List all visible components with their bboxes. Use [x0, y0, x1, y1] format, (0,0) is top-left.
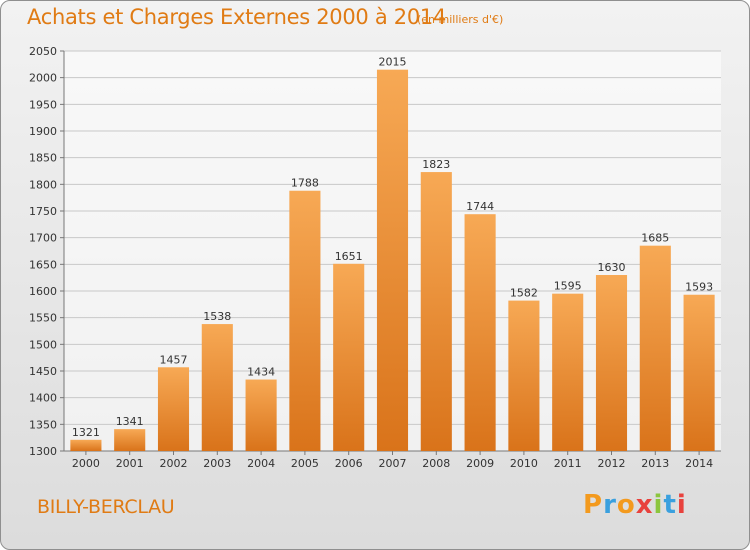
bar-2012 — [595, 275, 628, 451]
value-label-2003: 1538 — [203, 310, 231, 323]
bar-2003 — [201, 324, 233, 451]
y-tick-label: 1600 — [29, 285, 57, 298]
bar-2004 — [245, 379, 277, 451]
x-tick-label-2010: 2010 — [510, 457, 538, 470]
y-tick-label: 1550 — [29, 312, 57, 325]
value-label-2001: 1341 — [116, 415, 144, 428]
value-label-2012: 1630 — [598, 261, 626, 274]
x-tick-label-2006: 2006 — [335, 457, 363, 470]
y-tick-label: 1900 — [29, 125, 57, 138]
value-label-2006: 1651 — [335, 250, 363, 263]
chart-title: Achats et Charges Externes 2000 à 2014 — [27, 5, 447, 29]
value-label-2013: 1685 — [641, 232, 669, 245]
y-tick-label: 1650 — [29, 258, 57, 271]
y-tick-label: 1750 — [29, 205, 57, 218]
bar-2008 — [420, 172, 452, 452]
x-tick-label-2007: 2007 — [379, 457, 407, 470]
y-tick-label: 1700 — [29, 232, 57, 245]
x-tick-label-2001: 2001 — [116, 457, 144, 470]
value-label-2000: 1321 — [72, 426, 100, 439]
value-label-2014: 1593 — [685, 281, 713, 294]
x-tick-label-2000: 2000 — [72, 457, 100, 470]
x-tick-label-2014: 2014 — [685, 457, 713, 470]
x-tick-label-2011: 2011 — [554, 457, 582, 470]
y-tick-label: 1400 — [29, 392, 57, 405]
value-label-2002: 1457 — [160, 353, 188, 366]
bar-2010 — [508, 300, 540, 451]
y-tick-label: 1300 — [29, 445, 57, 458]
y-tick-label: 1950 — [29, 98, 57, 111]
y-tick-label: 1450 — [29, 365, 57, 378]
bar-2013 — [639, 245, 671, 451]
y-tick-label: 2000 — [29, 72, 57, 85]
labels: 2000 1321 2001 1341 2002 1457 2003 1538 2004 1434… — [72, 56, 713, 470]
bar-2007 — [376, 69, 409, 452]
value-label-2004: 1434 — [247, 366, 275, 379]
commune-name: BILLY-BERCLAU — [37, 496, 175, 518]
y-tick-label: 2050 — [29, 45, 57, 58]
x-tick-label-2008: 2008 — [422, 457, 450, 470]
x-tick-label-2012: 2012 — [598, 457, 626, 470]
value-label-2005: 1788 — [291, 177, 319, 190]
value-label-2010: 1582 — [510, 287, 538, 300]
x-tick-label-2013: 2013 — [641, 457, 669, 470]
y-tick-label: 1350 — [29, 418, 57, 431]
x-tick-label-2005: 2005 — [291, 457, 319, 470]
bar-2005 — [289, 190, 321, 451]
y-tick-label: 1500 — [29, 338, 57, 351]
x-tick-label-2009: 2009 — [466, 457, 494, 470]
bar-2011 — [552, 293, 584, 451]
bars — [70, 69, 715, 452]
value-label-2009: 1744 — [466, 200, 494, 213]
x-tick-label-2002: 2002 — [160, 457, 188, 470]
x-tick-label-2004: 2004 — [247, 457, 275, 470]
proxiti-logo: Proxiti — [583, 490, 687, 520]
value-label-2011: 1595 — [554, 280, 582, 293]
chart-unit: (en milliers d'€) — [417, 13, 504, 26]
bar-2014 — [683, 294, 715, 451]
bar-2006 — [333, 263, 365, 451]
y-tick-label: 1800 — [29, 178, 57, 191]
bar-2009 — [464, 214, 496, 451]
x-tick-label-2003: 2003 — [203, 457, 231, 470]
value-label-2008: 1823 — [422, 158, 450, 171]
bar-2001 — [114, 429, 146, 451]
bar-2000 — [70, 439, 102, 451]
bar-2002 — [157, 367, 190, 451]
value-label-2007: 2015 — [379, 56, 407, 69]
y-tick-label: 1850 — [29, 152, 57, 165]
